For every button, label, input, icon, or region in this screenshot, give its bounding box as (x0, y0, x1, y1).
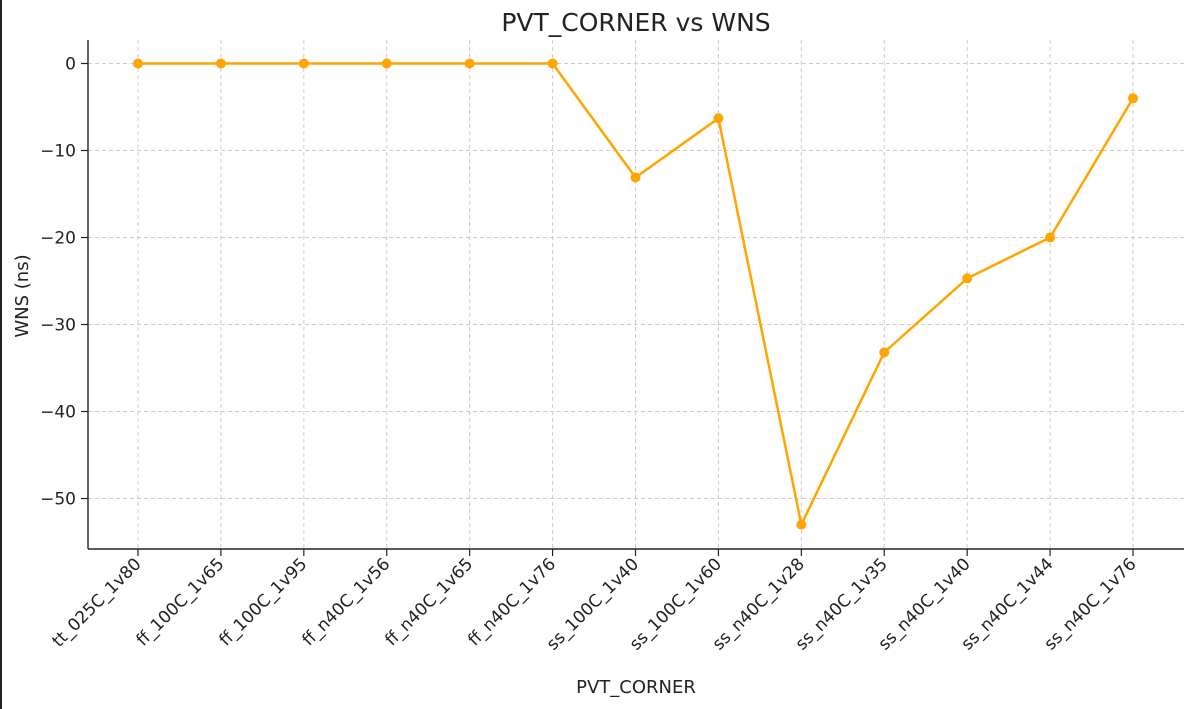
data-point (381, 58, 392, 69)
x-ticks: tt_025C_1v80ff_100C_1v65ff_100C_1v95ff_n… (49, 549, 1141, 654)
x-tick-label: ff_100C_1v95 (216, 554, 312, 650)
data-point (879, 347, 890, 358)
grid-lines (88, 40, 1184, 549)
y-tick-label: −30 (40, 316, 76, 336)
data-point (215, 58, 226, 69)
x-tick-label: ff_n40C_1v76 (464, 554, 560, 650)
data-point (962, 273, 973, 284)
data-point (630, 172, 641, 183)
x-tick-label: ff_n40C_1v65 (381, 554, 477, 650)
data-point (796, 519, 807, 530)
series-wns (133, 58, 1138, 530)
data-point (464, 58, 475, 69)
chart-title: PVT_CORNER vs WNS (501, 8, 770, 37)
y-tick-label: 0 (65, 54, 76, 74)
y-tick-label: −20 (40, 229, 76, 249)
data-point (713, 113, 724, 124)
data-point (298, 58, 309, 69)
y-ticks: 0 −10 −20 −30 −40 −50 (40, 54, 88, 510)
y-tick-label: −50 (40, 490, 76, 510)
data-point (1128, 93, 1138, 104)
data-point (133, 58, 143, 69)
data-point (1045, 232, 1056, 243)
x-tick-label: ff_100C_1v65 (133, 554, 229, 650)
data-point (547, 58, 558, 69)
x-tick-label: tt_025C_1v80 (49, 554, 146, 651)
y-tick-label: −10 (40, 142, 76, 162)
x-axis-label: PVT_CORNER (576, 677, 696, 698)
y-axis-label: WNS (ns) (12, 254, 33, 337)
x-tick-label: ff_n40C_1v56 (298, 554, 394, 650)
y-tick-label: −40 (40, 403, 76, 423)
